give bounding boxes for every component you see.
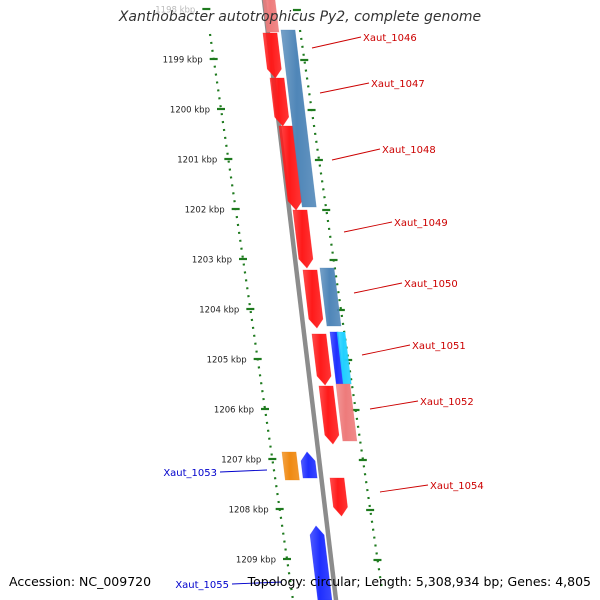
gene-feature-xaut-1052[interactable] bbox=[318, 385, 340, 445]
gene-leader-line bbox=[361, 344, 411, 356]
gene-feature-partial[interactable] bbox=[262, 0, 280, 33]
gene-label-xaut-1047[interactable]: Xaut_1047 bbox=[371, 79, 425, 90]
gene-feature-xaut-1046[interactable] bbox=[262, 32, 282, 79]
gene-feature-blast-hit-1[interactable] bbox=[280, 29, 317, 208]
gene-label-xaut-1050[interactable]: Xaut_1050 bbox=[404, 279, 458, 290]
gene-feature-reverse-1[interactable] bbox=[300, 451, 318, 479]
accession-text: Accession: NC_009720 bbox=[9, 574, 152, 589]
gene-leader-line bbox=[379, 484, 429, 493]
gene-label-xaut-1051[interactable]: Xaut_1051 bbox=[412, 341, 466, 352]
gene-feature-xaut-1053[interactable] bbox=[281, 451, 300, 481]
genome-summary-text: Topology: circular; Length: 5,308,934 bp… bbox=[247, 574, 591, 589]
gene-feature-xaut-1048[interactable] bbox=[278, 125, 303, 211]
gene-label-xaut-1052[interactable]: Xaut_1052 bbox=[420, 397, 474, 408]
gene-label-xaut-1048[interactable]: Xaut_1048 bbox=[382, 145, 436, 156]
ruler-label: 1204 kbp bbox=[199, 306, 239, 316]
gene-leader-line bbox=[369, 400, 419, 410]
gene-feature-blast-hit-2[interactable] bbox=[319, 267, 342, 327]
gene-feature-xaut-1055[interactable] bbox=[309, 525, 333, 600]
ruler-label: 1198 kbp bbox=[155, 6, 195, 16]
gene-label-xaut-1049[interactable]: Xaut_1049 bbox=[394, 218, 448, 229]
ruler-label: 1202 kbp bbox=[185, 206, 225, 216]
gene-label-xaut-1053[interactable]: Xaut_1053 bbox=[163, 468, 217, 479]
gene-leader-line bbox=[219, 469, 268, 473]
ruler-label: 1199 kbp bbox=[163, 56, 203, 66]
gene-label-xaut-1054[interactable]: Xaut_1054 bbox=[430, 481, 484, 492]
ruler-label: 1206 kbp bbox=[214, 406, 254, 416]
ruler-label: 1208 kbp bbox=[229, 506, 269, 516]
ruler-label: 1209 kbp bbox=[236, 556, 276, 566]
ruler-label: 1203 kbp bbox=[192, 256, 232, 266]
gene-feature-blast-hit-5[interactable] bbox=[335, 383, 358, 442]
gene-feature-xaut-1051[interactable] bbox=[311, 333, 332, 386]
ruler-label: 1205 kbp bbox=[207, 356, 247, 366]
gene-label-xaut-1055[interactable]: Xaut_1055 bbox=[175, 580, 229, 591]
ruler-label: 1200 kbp bbox=[170, 106, 210, 116]
gene-leader-line bbox=[319, 82, 370, 94]
gene-feature-xaut-1054[interactable] bbox=[329, 477, 348, 517]
genome-title: Xanthobacter autotrophicus Py2, complete… bbox=[118, 9, 482, 25]
gene-feature-xaut-1047[interactable] bbox=[269, 77, 289, 127]
ruler-label: 1207 kbp bbox=[221, 456, 261, 466]
gene-leader-line bbox=[231, 581, 283, 585]
gene-leader-line bbox=[311, 36, 362, 49]
gene-feature-xaut-1050[interactable] bbox=[302, 269, 324, 329]
ruler-label: 1201 kbp bbox=[177, 156, 217, 166]
gene-labels: Xaut_1046 Xaut_1047 Xaut_1048 Xaut_1049 Xaut… bbox=[163, 33, 483, 591]
gene-features bbox=[262, 0, 358, 600]
gene-feature-xaut-1049[interactable] bbox=[292, 209, 314, 269]
gene-label-xaut-1046[interactable]: Xaut_1046 bbox=[363, 33, 417, 44]
gene-leader-line bbox=[343, 221, 393, 233]
gene-feature-blast-hit-4[interactable] bbox=[336, 331, 352, 385]
gene-leader-line bbox=[353, 282, 403, 294]
gene-leader-line bbox=[331, 148, 381, 161]
